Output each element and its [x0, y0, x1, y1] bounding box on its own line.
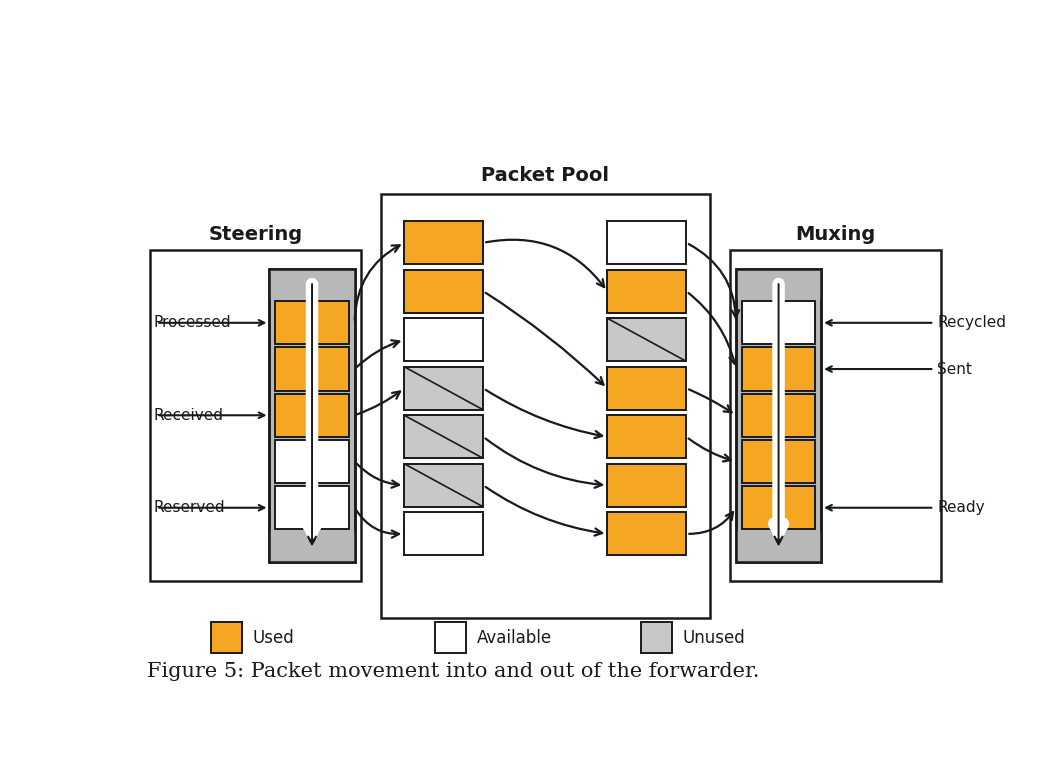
Text: Recycled: Recycled: [937, 315, 1007, 330]
Bar: [742, 440, 815, 483]
Text: Available: Available: [477, 629, 552, 647]
Bar: [404, 415, 483, 459]
Bar: [404, 222, 483, 264]
Bar: [276, 347, 349, 391]
Bar: [404, 367, 483, 410]
Bar: [608, 222, 686, 264]
Bar: [608, 367, 686, 410]
Text: Used: Used: [252, 629, 294, 647]
Text: Received: Received: [154, 408, 223, 423]
Bar: [404, 318, 483, 361]
Bar: [404, 513, 483, 555]
Bar: [150, 249, 361, 581]
Bar: [269, 269, 354, 300]
Bar: [742, 301, 815, 344]
Bar: [404, 269, 483, 313]
Text: Reserved: Reserved: [154, 500, 226, 515]
Bar: [211, 622, 242, 653]
Bar: [742, 347, 815, 391]
Bar: [276, 440, 349, 483]
Bar: [608, 269, 686, 313]
Bar: [269, 269, 354, 561]
Bar: [276, 486, 349, 530]
Bar: [404, 464, 483, 507]
Bar: [608, 318, 686, 361]
Bar: [608, 415, 686, 459]
Text: Muxing: Muxing: [795, 225, 876, 244]
Text: Packet Pool: Packet Pool: [481, 166, 610, 185]
Text: Figure 5: Packet movement into and out of the forwarder.: Figure 5: Packet movement into and out o…: [147, 662, 760, 682]
Bar: [269, 531, 354, 561]
Bar: [276, 301, 349, 344]
Bar: [641, 622, 671, 653]
Text: Sent: Sent: [937, 361, 972, 377]
Bar: [608, 513, 686, 555]
Text: Processed: Processed: [154, 315, 232, 330]
Bar: [736, 269, 821, 300]
Bar: [381, 195, 710, 618]
Bar: [736, 269, 821, 561]
Bar: [742, 486, 815, 530]
Text: Ready: Ready: [937, 500, 985, 515]
Bar: [742, 394, 815, 437]
Bar: [435, 622, 466, 653]
Bar: [736, 269, 821, 561]
Bar: [269, 269, 354, 561]
Text: Unused: Unused: [682, 629, 745, 647]
Bar: [730, 249, 941, 581]
Text: Steering: Steering: [209, 225, 302, 244]
Bar: [276, 394, 349, 437]
Bar: [608, 464, 686, 507]
Bar: [736, 531, 821, 561]
